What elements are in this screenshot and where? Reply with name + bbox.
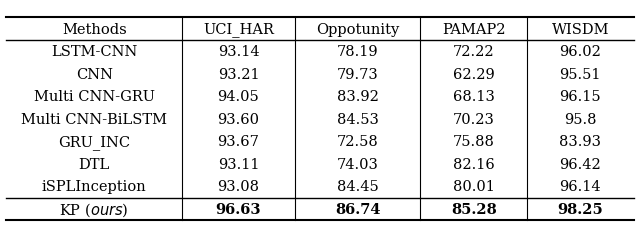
Text: 96.02: 96.02 bbox=[559, 45, 601, 59]
Text: 83.93: 83.93 bbox=[559, 135, 602, 149]
Text: GRU_INC: GRU_INC bbox=[58, 134, 131, 149]
Text: 84.45: 84.45 bbox=[337, 180, 378, 193]
Text: 94.05: 94.05 bbox=[218, 90, 259, 104]
Text: 93.60: 93.60 bbox=[218, 112, 259, 126]
Text: 68.13: 68.13 bbox=[452, 90, 495, 104]
Text: CNN: CNN bbox=[76, 67, 113, 81]
Text: Methods: Methods bbox=[62, 22, 127, 36]
Text: 70.23: 70.23 bbox=[452, 112, 495, 126]
Text: 96.42: 96.42 bbox=[559, 157, 601, 171]
Text: 82.16: 82.16 bbox=[452, 157, 495, 171]
Text: 93.21: 93.21 bbox=[218, 67, 259, 81]
Text: KP ($\mathit{ours}$): KP ($\mathit{ours}$) bbox=[60, 200, 129, 218]
Text: 84.53: 84.53 bbox=[337, 112, 379, 126]
Text: 93.67: 93.67 bbox=[218, 135, 259, 149]
Text: Multi CNN-BiLSTM: Multi CNN-BiLSTM bbox=[21, 112, 167, 126]
Text: DTL: DTL bbox=[79, 157, 110, 171]
Text: 96.15: 96.15 bbox=[559, 90, 601, 104]
Text: 93.14: 93.14 bbox=[218, 45, 259, 59]
Text: 74.03: 74.03 bbox=[337, 157, 379, 171]
Text: 83.92: 83.92 bbox=[337, 90, 379, 104]
Text: Oppotunity: Oppotunity bbox=[316, 22, 399, 36]
Text: 85.28: 85.28 bbox=[451, 202, 497, 216]
Text: 93.11: 93.11 bbox=[218, 157, 259, 171]
Text: 96.14: 96.14 bbox=[559, 180, 601, 193]
Text: 95.8: 95.8 bbox=[564, 112, 596, 126]
Text: 86.74: 86.74 bbox=[335, 202, 380, 216]
Text: 79.73: 79.73 bbox=[337, 67, 378, 81]
Text: 62.29: 62.29 bbox=[452, 67, 495, 81]
Text: 75.88: 75.88 bbox=[452, 135, 495, 149]
Text: 78.19: 78.19 bbox=[337, 45, 378, 59]
Text: WISDM: WISDM bbox=[552, 22, 609, 36]
Text: LSTM-CNN: LSTM-CNN bbox=[51, 45, 138, 59]
Text: UCI_HAR: UCI_HAR bbox=[203, 22, 274, 37]
Text: 72.22: 72.22 bbox=[453, 45, 495, 59]
Text: 96.63: 96.63 bbox=[216, 202, 261, 216]
Text: 98.25: 98.25 bbox=[557, 202, 603, 216]
Text: 72.58: 72.58 bbox=[337, 135, 378, 149]
Text: iSPLInception: iSPLInception bbox=[42, 180, 147, 193]
Text: PAMAP2: PAMAP2 bbox=[442, 22, 506, 36]
Text: Multi CNN-GRU: Multi CNN-GRU bbox=[34, 90, 155, 104]
Text: 95.51: 95.51 bbox=[559, 67, 601, 81]
Text: 93.08: 93.08 bbox=[218, 180, 259, 193]
Text: 80.01: 80.01 bbox=[452, 180, 495, 193]
